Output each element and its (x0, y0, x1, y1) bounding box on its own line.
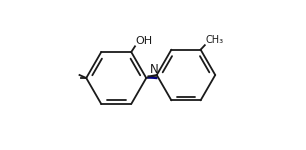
Text: N: N (150, 63, 159, 76)
Text: CH₃: CH₃ (205, 35, 223, 45)
Text: OH: OH (136, 36, 153, 46)
